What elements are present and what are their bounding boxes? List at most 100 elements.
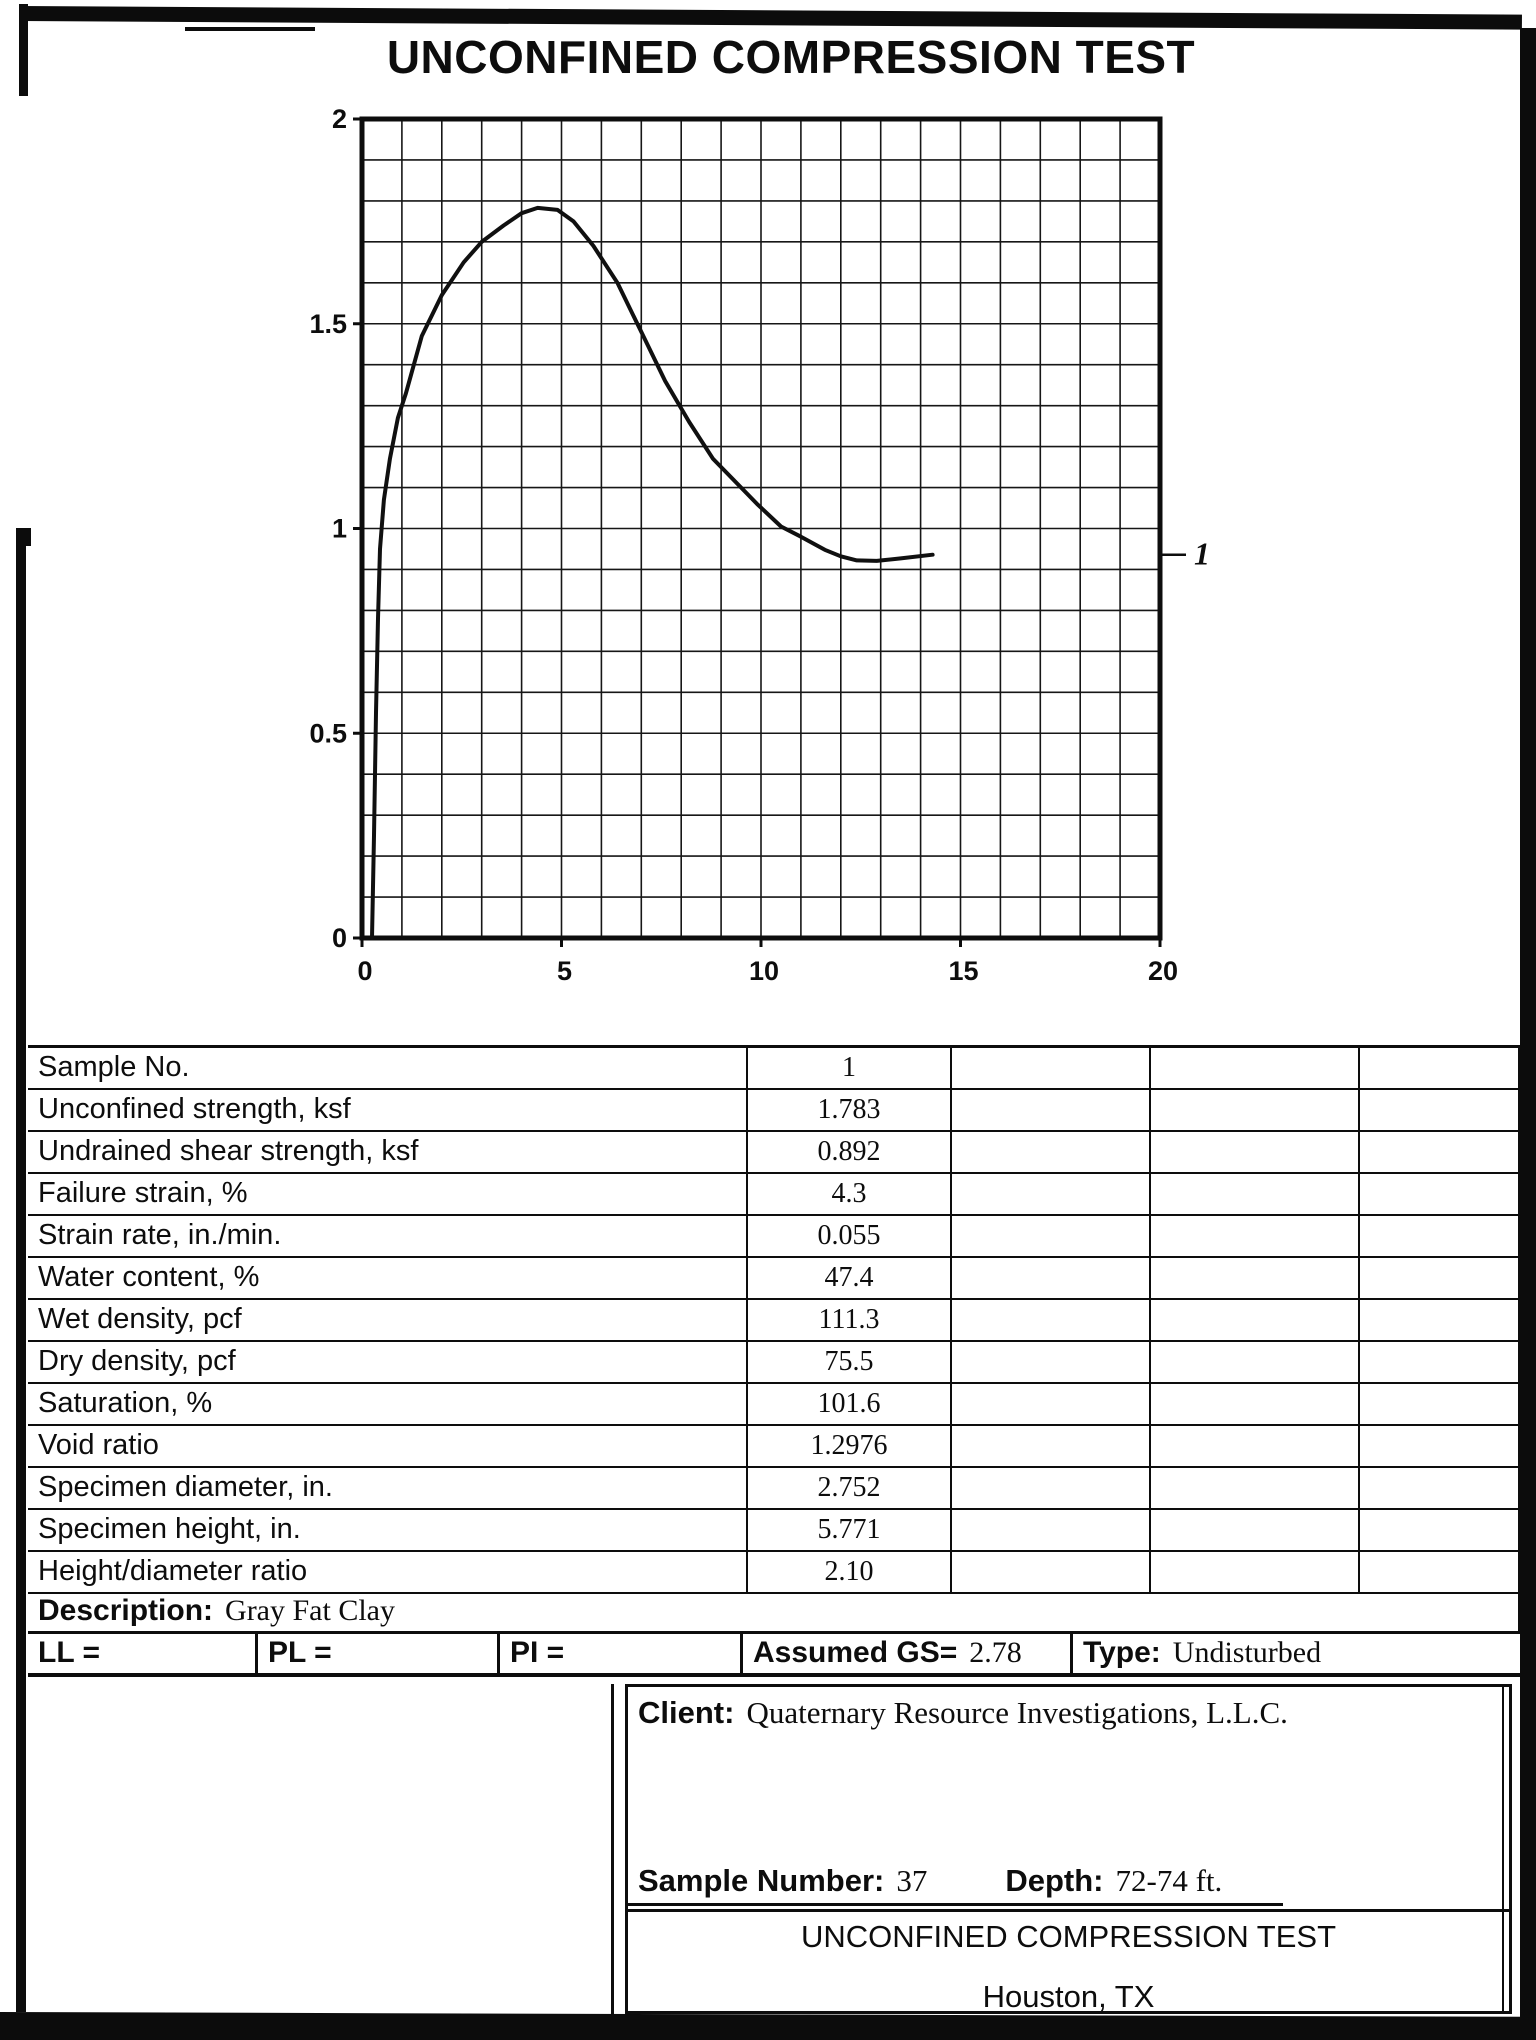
row-value [1360,1468,1518,1508]
row-value [952,1174,1151,1214]
row-value [1360,1216,1518,1256]
axis-tick-labels: 00.511.520 5 10 15 20 [309,104,1178,986]
type-label: Type: [1083,1636,1161,1669]
page-border-left-lower [16,528,26,2012]
client-box-outer-line [611,1684,614,2014]
depth-label: Depth: [1005,1863,1104,1898]
pi-cell: PI = [500,1634,743,1673]
row-value [1151,1510,1360,1550]
row-value [1360,1510,1518,1550]
row-value [952,1426,1151,1466]
row-label: Height/diameter ratio [28,1552,748,1592]
description-row: Description: Gray Fat Clay [28,1591,1520,1634]
row-value [1151,1132,1360,1172]
grid-lines [362,119,1160,938]
y-tick-label: 1 [332,514,347,544]
y-tick-label: 0.5 [309,718,347,748]
table-row: Specimen height, in. 5.771 [28,1510,1518,1552]
x-tick-label: 20 [1148,956,1178,986]
y-tick-label: 2 [332,104,347,134]
row-value [1151,1384,1360,1424]
table-row: Wet density, pcf 111.3 [28,1300,1518,1342]
page-border-right [1520,28,1536,2040]
sample-line-underline [628,1903,1283,1906]
row-value: 1 [748,1048,952,1088]
row-label: Specimen diameter, in. [28,1468,748,1508]
row-value [1360,1552,1518,1592]
row-value [952,1258,1151,1298]
row-value [1360,1132,1518,1172]
x-tick-label: 0 [357,956,372,986]
row-value [1360,1384,1518,1424]
row-value [1360,1174,1518,1214]
row-value [1360,1258,1518,1298]
pl-cell: PL = [258,1634,500,1673]
row-value [952,1216,1151,1256]
description-label: Description: [38,1594,214,1627]
table-row: Strain rate, in./min. 0.055 [28,1216,1518,1258]
row-value [1360,1342,1518,1382]
row-label: Unconfined strength, ksf [28,1090,748,1130]
row-value [1360,1426,1518,1466]
x-tick-label: 15 [948,956,978,986]
page-border-bottom [0,2012,1536,2040]
series-legend-label: 1 [1194,536,1210,572]
page-title: UNCONFINED COMPRESSION TEST [386,31,1196,83]
type-cell: Type: Undisturbed [1073,1634,1520,1673]
stress-strain-curve [370,205,935,940]
row-value [1151,1258,1360,1298]
page-border-top-smear [185,27,315,31]
row-value: 111.3 [748,1300,952,1340]
row-value [952,1132,1151,1172]
table-row: Void ratio 1.2976 [28,1426,1518,1468]
row-value: 2.752 [748,1468,952,1508]
table-row: Undrained shear strength, ksf 0.892 [28,1132,1518,1174]
row-value [1151,1426,1360,1466]
row-value [952,1384,1151,1424]
row-value [1360,1090,1518,1130]
row-value [1360,1048,1518,1088]
row-value [1151,1090,1360,1130]
row-value [1151,1300,1360,1340]
table-row: Unconfined strength, ksf 1.783 [28,1090,1518,1132]
client-value: Quaternary Resource Investigations, L.L.… [746,1695,1288,1730]
results-table: Sample No. 1 Unconfined strength, ksf 1.783… [28,1045,1520,1594]
row-value: 4.3 [748,1174,952,1214]
row-label: Saturation, % [28,1384,748,1424]
atterberg-row: LL = PL = PI = Assumed GS= 2.78 Type: Undi… [28,1634,1520,1677]
y-tick-label: 0 [332,923,347,953]
row-value [952,1510,1151,1550]
row-value: 2.10 [748,1552,952,1592]
row-value [952,1552,1151,1592]
project-info-box: Client: Quaternary Resource Investigation… [625,1684,1512,2014]
footer-location: Houston, TX [982,1979,1155,2014]
row-label: Water content, % [28,1258,748,1298]
ll-cell: LL = [28,1634,258,1673]
row-value [952,1342,1151,1382]
type-value: Undisturbed [1172,1636,1322,1669]
sample-number-value: 37 [896,1863,928,1898]
page-border-left-notch [18,528,31,546]
row-value [952,1090,1151,1130]
table-row: Failure strain, % 4.3 [28,1174,1518,1216]
row-value: 101.6 [748,1384,952,1424]
row-label: Undrained shear strength, ksf [28,1132,748,1172]
row-label: Failure strain, % [28,1174,748,1214]
client-label: Client: [638,1695,735,1730]
sample-depth-line: Sample Number: 37 Depth: 72-74 ft. [638,1863,1222,1899]
y-tick-label: 1.5 [309,309,347,339]
row-label: Specimen height, in. [28,1510,748,1550]
client-line: Client: Quaternary Resource Investigation… [638,1695,1288,1731]
row-value: 1.2976 [748,1426,952,1466]
row-value [1151,1174,1360,1214]
depth-value: 72-74 ft. [1115,1863,1223,1898]
footer-divider-line [628,1909,1509,1912]
footer-test-title: UNCONFINED COMPRESSION TEST [800,1919,1337,1954]
row-label: Void ratio [28,1426,748,1466]
assumed-gs-label: Assumed GS= [753,1636,958,1669]
row-value [1151,1048,1360,1088]
client-box-inner-right-line [1502,1687,1504,2011]
x-tick-label: 5 [557,956,572,986]
assumed-gs-value: 2.78 [969,1636,1022,1669]
